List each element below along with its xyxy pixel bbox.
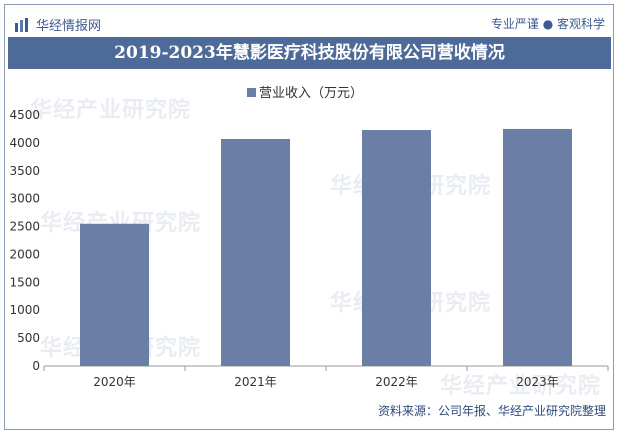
y-tick-label: 3000 (9, 192, 40, 206)
chart-title: 2019-2023年慧影医疗科技股份有限公司营收情况 (114, 43, 505, 63)
y-tick-label: 2000 (9, 247, 40, 261)
brand: 华经情报网 (14, 15, 101, 34)
x-tick-label: 2022年 (375, 375, 418, 389)
watermark: 华经产业研究院 (30, 98, 192, 123)
y-tick-label: 500 (17, 331, 40, 345)
x-tick-label: 2021年 (234, 375, 277, 389)
x-tick-label: 2020年 (93, 375, 136, 389)
y-tick-label: 0 (32, 359, 40, 373)
y-tick-label: 1000 (9, 303, 40, 317)
bar (80, 223, 149, 366)
x-tick-label: 2023年 (516, 375, 559, 389)
top-bar: 华经情报网 专业严谨 ● 客观科学 (8, 6, 611, 36)
source-note: 资料来源：公司年报、华经产业研究院整理 (377, 404, 606, 418)
y-tick-label: 4500 (9, 108, 40, 122)
y-tick-label: 4000 (9, 136, 40, 150)
slogan: 专业严谨 ● 客观科学 (490, 17, 605, 31)
bar (362, 130, 431, 366)
y-tick-label: 3500 (9, 164, 40, 178)
title-bar: 2019-2023年慧影医疗科技股份有限公司营收情况 (8, 37, 611, 69)
y-tick-label: 2500 (9, 220, 40, 234)
watermark: 华经产业研究院 (440, 374, 602, 399)
brand-logo-icon (15, 17, 28, 32)
legend-swatch (247, 88, 256, 97)
bar (221, 138, 290, 366)
brand-name: 华经情报网 (36, 19, 102, 34)
bar (503, 128, 572, 366)
legend-label: 营业收入（万元） (259, 86, 363, 101)
y-tick-label: 1500 (9, 275, 40, 289)
